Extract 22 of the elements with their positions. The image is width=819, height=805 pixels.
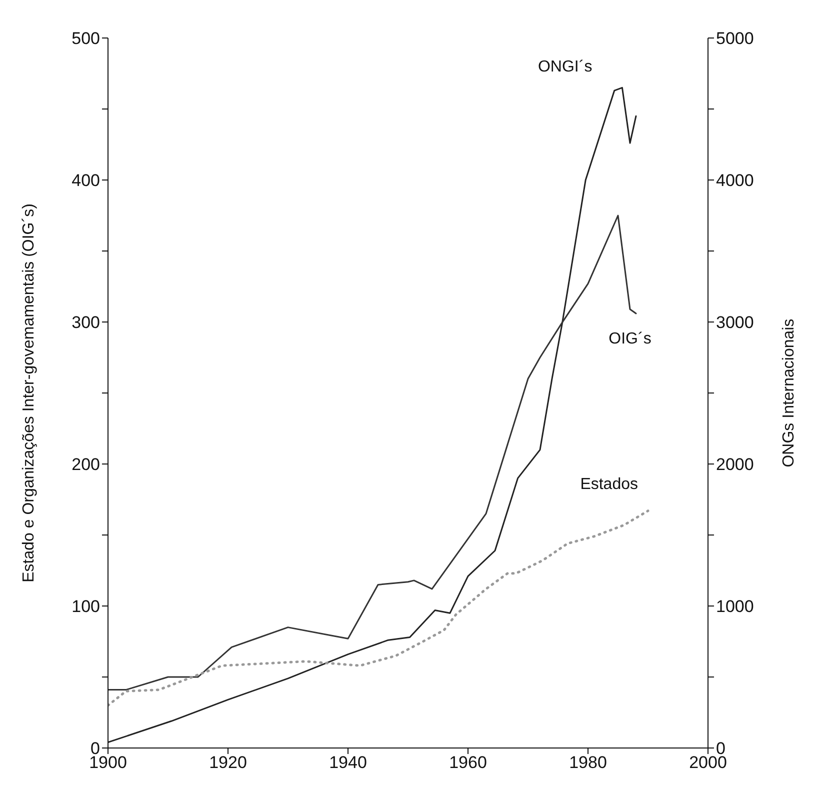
y-tick-label: 100 [72,597,100,616]
y-tick-label: 200 [72,455,100,474]
x-tick-label: 1900 [89,753,127,772]
y2-tick-label: 1000 [716,597,754,616]
x-tick-label: 1980 [569,753,607,772]
y-tick-label: 500 [72,29,100,48]
x-tick-label: 1940 [329,753,367,772]
line-series [108,510,650,707]
x-tick-label: 2000 [689,753,727,772]
y2-axis-title: ONGs Internacionais [780,318,798,468]
y-tick-label: 400 [72,171,100,190]
series-label: OIG´s [608,330,652,348]
y2-tick-label: 2000 [716,455,754,474]
y2-tick-label: 4000 [716,171,754,190]
y-axis-title: Estado e Organizações Inter-govemamentais (OIG´s) [20,204,38,582]
y2-tick-label: 3000 [716,313,754,332]
series-label: Estados [580,476,638,493]
x-tick-label: 1960 [449,753,487,772]
y2-tick-label: 5000 [716,29,754,48]
y-tick-label: 300 [72,313,100,332]
x-tick-label: 1920 [209,753,247,772]
series-label: ONGI´s [538,58,592,76]
